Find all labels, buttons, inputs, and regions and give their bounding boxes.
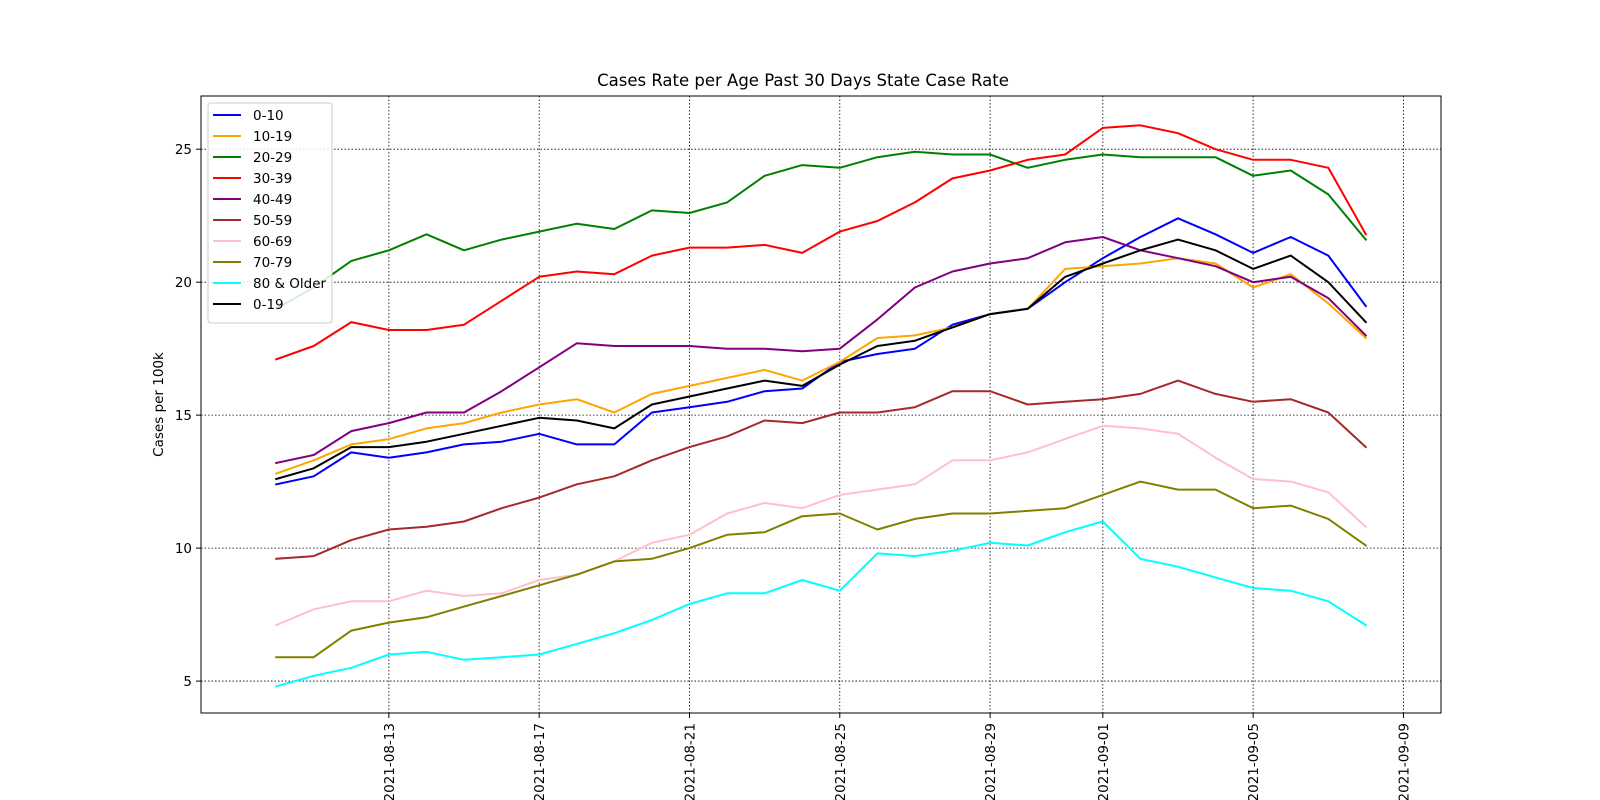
- grid-lines: [201, 96, 1441, 713]
- series-line: [274, 150, 1368, 311]
- legend-label: 70-79: [253, 255, 292, 271]
- y-tick-label: 25: [175, 142, 192, 158]
- legend-label: 50-59: [253, 213, 292, 229]
- legend: 0-10 10-19 20-29 30-39 40-49 50-59 60-69 70-79 8…: [207, 102, 333, 324]
- series-line: [274, 424, 1368, 627]
- x-tick-label: 2021-08-21: [682, 723, 698, 800]
- y-tick-label: 10: [175, 541, 192, 557]
- legend-label: 20-29: [253, 150, 292, 166]
- series-line: [274, 238, 1368, 481]
- legend-label: 30-39: [253, 171, 292, 187]
- series-line: [275, 480, 1368, 659]
- x-tick-label: 2021-08-13: [382, 723, 398, 800]
- legend-label: 0-19: [253, 297, 284, 313]
- plot-frame: [200, 95, 1442, 714]
- x-tick-label: 2021-08-29: [983, 723, 999, 800]
- series-line: [275, 379, 1368, 560]
- series-line: [274, 124, 1368, 361]
- series-line: [275, 236, 1368, 465]
- legend-label: 0-10: [253, 108, 284, 124]
- legend-label: 40-49: [253, 192, 292, 208]
- axes: 5 10 15 20 25 2021-08-13 2021-08-17 2021-08-21 2…: [175, 142, 1413, 800]
- y-tick-label: 5: [183, 674, 192, 690]
- y-tick-label: 20: [175, 275, 192, 291]
- legend-label: 60-69: [253, 234, 292, 250]
- legend-label: 80 & Older: [253, 276, 327, 292]
- series-line: [274, 520, 1368, 688]
- legend-label: 10-19: [253, 129, 292, 145]
- series-lines: [274, 124, 1368, 688]
- x-tick-label: 2021-09-05: [1246, 723, 1262, 800]
- y-axis-label: Cases per 100k: [151, 352, 167, 457]
- chart-title: Cases Rate per Age Past 30 Days State Ca…: [597, 71, 1009, 90]
- y-tick-label: 15: [175, 408, 192, 424]
- x-tick-label: 2021-08-17: [532, 723, 548, 800]
- x-tick-label: 2021-08-25: [833, 723, 849, 800]
- x-tick-label: 2021-09-09: [1396, 723, 1412, 800]
- x-tick-label: 2021-09-01: [1096, 723, 1112, 800]
